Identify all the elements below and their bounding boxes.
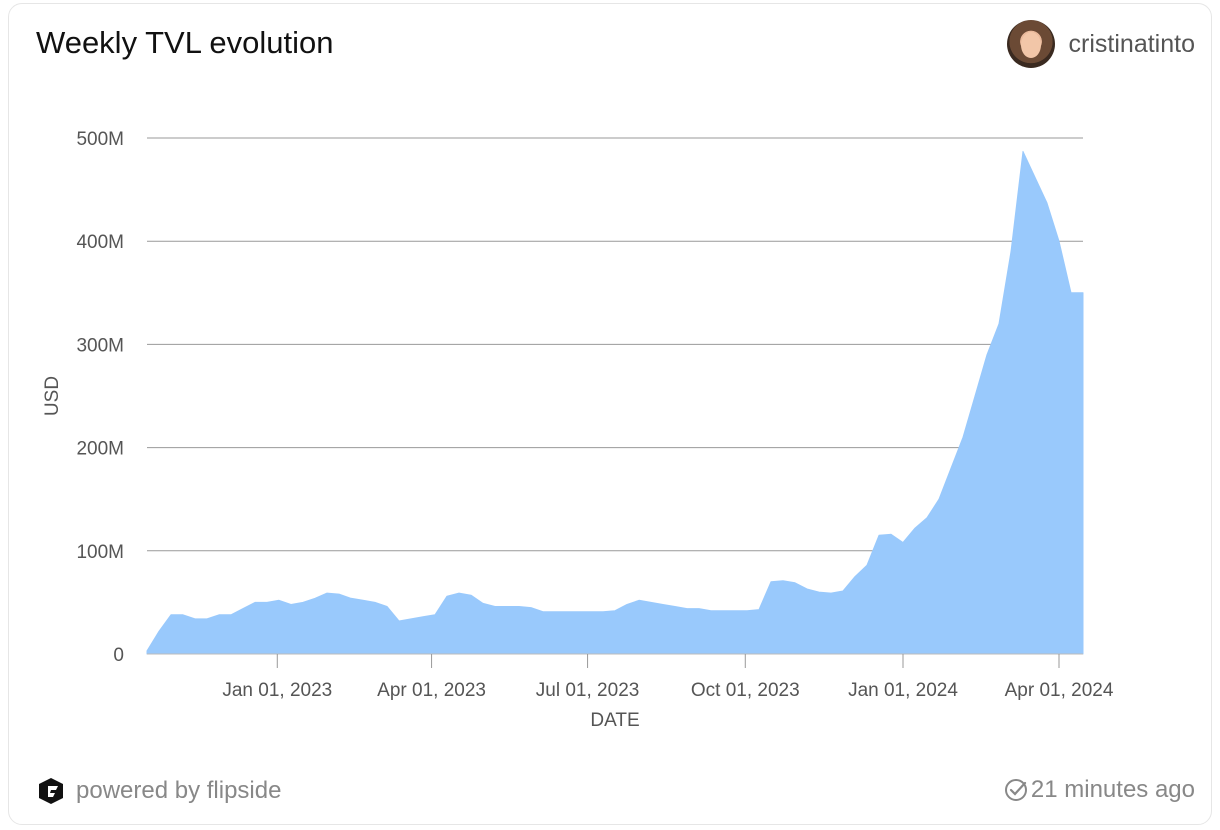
x-tick-label: Oct 01, 2023 — [691, 680, 800, 701]
y-axis-title: USD — [42, 376, 63, 416]
y-tick-label: 100M — [76, 542, 124, 563]
powered-by-text[interactable]: powered by flipside — [76, 777, 282, 804]
tvl-area[interactable] — [146, 150, 1084, 655]
y-tick-label: 500M — [76, 129, 124, 150]
y-tick-label: 300M — [76, 335, 124, 356]
flipside-logo-icon — [39, 778, 63, 804]
x-tick-label: Apr 01, 2024 — [1005, 680, 1114, 701]
powered-by[interactable]: powered by flipside — [36, 776, 281, 806]
x-tick-label: Jan 01, 2024 — [848, 680, 958, 701]
y-tick-label: 400M — [76, 232, 124, 253]
updated-text: 21 minutes ago — [1030, 776, 1195, 803]
y-axis-ticks: 0 100M 200M 300M 400M 500M — [76, 129, 124, 666]
chart-title: Weekly TVL evolution — [36, 25, 334, 60]
last-updated: 21 minutes ago — [1003, 776, 1195, 804]
check-circle-icon — [1004, 779, 1027, 801]
y-tick-label: 200M — [76, 439, 124, 460]
author-name[interactable]: cristinatinto — [1068, 29, 1195, 58]
x-axis-title: DATE — [590, 710, 639, 731]
x-axis-ticks: Jan 01, 2023 Apr 01, 2023 Jul 01, 2023 Oct … — [222, 654, 1114, 701]
x-tick-label: Jul 01, 2023 — [536, 680, 640, 701]
x-tick-label: Apr 01, 2023 — [377, 680, 486, 701]
x-tick-label: Jan 01, 2023 — [222, 680, 332, 701]
y-tick-label: 0 — [113, 645, 124, 666]
avatar[interactable] — [1006, 20, 1055, 68]
author[interactable]: cristinatinto — [1006, 20, 1195, 68]
